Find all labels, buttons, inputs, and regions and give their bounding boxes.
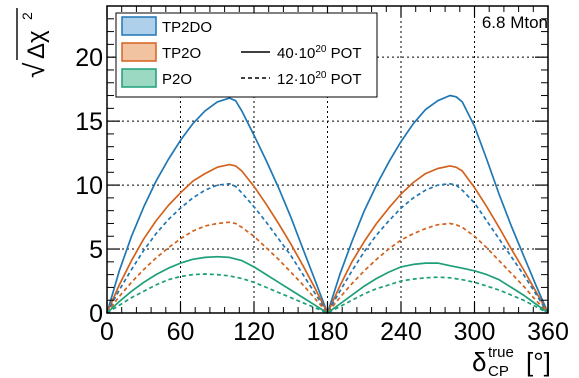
legend-exposure-sup: 20	[315, 70, 327, 81]
legend-swatch-tp2o	[121, 42, 157, 62]
y-tick-label: 10	[75, 172, 103, 200]
y-tick-label: 20	[75, 44, 103, 72]
x-tick-label: 120	[233, 318, 275, 346]
x-label-unit: [°]	[526, 347, 551, 377]
legend-box	[115, 12, 378, 98]
x-label-sub: CP	[488, 363, 509, 378]
x-label-base: δ	[472, 347, 486, 377]
legend-exposure-label: 12·1020 POT	[277, 70, 362, 88]
legend-samples: TP2DO TP2O P2O	[121, 16, 212, 88]
x-tick-label: 240	[380, 318, 422, 346]
x-axis-label: δ true CP [°]	[472, 344, 551, 378]
x-tick-label: 300	[454, 318, 496, 346]
y-label-sqrt: √	[19, 62, 50, 78]
y-label-base: Δχ	[23, 30, 50, 59]
exposure-annotation: 6.8 Mton	[482, 13, 548, 32]
legend-exposure-sup: 20	[315, 44, 327, 55]
legend-swatch-tp2do	[121, 16, 157, 36]
y-tick-label: 15	[75, 108, 103, 136]
legend-label-tp2o: TP2O	[162, 45, 201, 62]
x-tick-label: 360	[527, 318, 569, 346]
series-line-tp2do-dashed	[106, 182, 549, 314]
legend-exposure-suffix: POT	[327, 71, 362, 88]
legend-label-tp2do: TP2DO	[162, 19, 212, 36]
legend-exposure-label: 40·1020 POT	[277, 44, 362, 62]
y-tick-label: 5	[89, 236, 103, 264]
legend-exposure-prefix: 40·10	[277, 45, 315, 62]
y-tick-label: 0	[89, 300, 103, 328]
x-tick-label: 60	[167, 318, 195, 346]
legend-exposure-prefix: 12·10	[277, 71, 315, 88]
legend-label-p2o: P2O	[162, 71, 192, 88]
y-axis-label: √ Δχ 2	[16, 8, 50, 78]
series-line-tp2o-dashed	[106, 221, 549, 314]
y-label-sup: 2	[19, 12, 35, 20]
legend-exposure-suffix: POT	[327, 45, 362, 62]
x-label-sup: true	[488, 344, 514, 361]
legend-swatch-p2o	[121, 68, 157, 88]
axis-ticks: 0 60 120 180 240 300 360 0 5 10 15 20	[75, 5, 569, 346]
x-tick-label: 0	[100, 318, 114, 346]
x-tick-label: 180	[307, 318, 349, 346]
